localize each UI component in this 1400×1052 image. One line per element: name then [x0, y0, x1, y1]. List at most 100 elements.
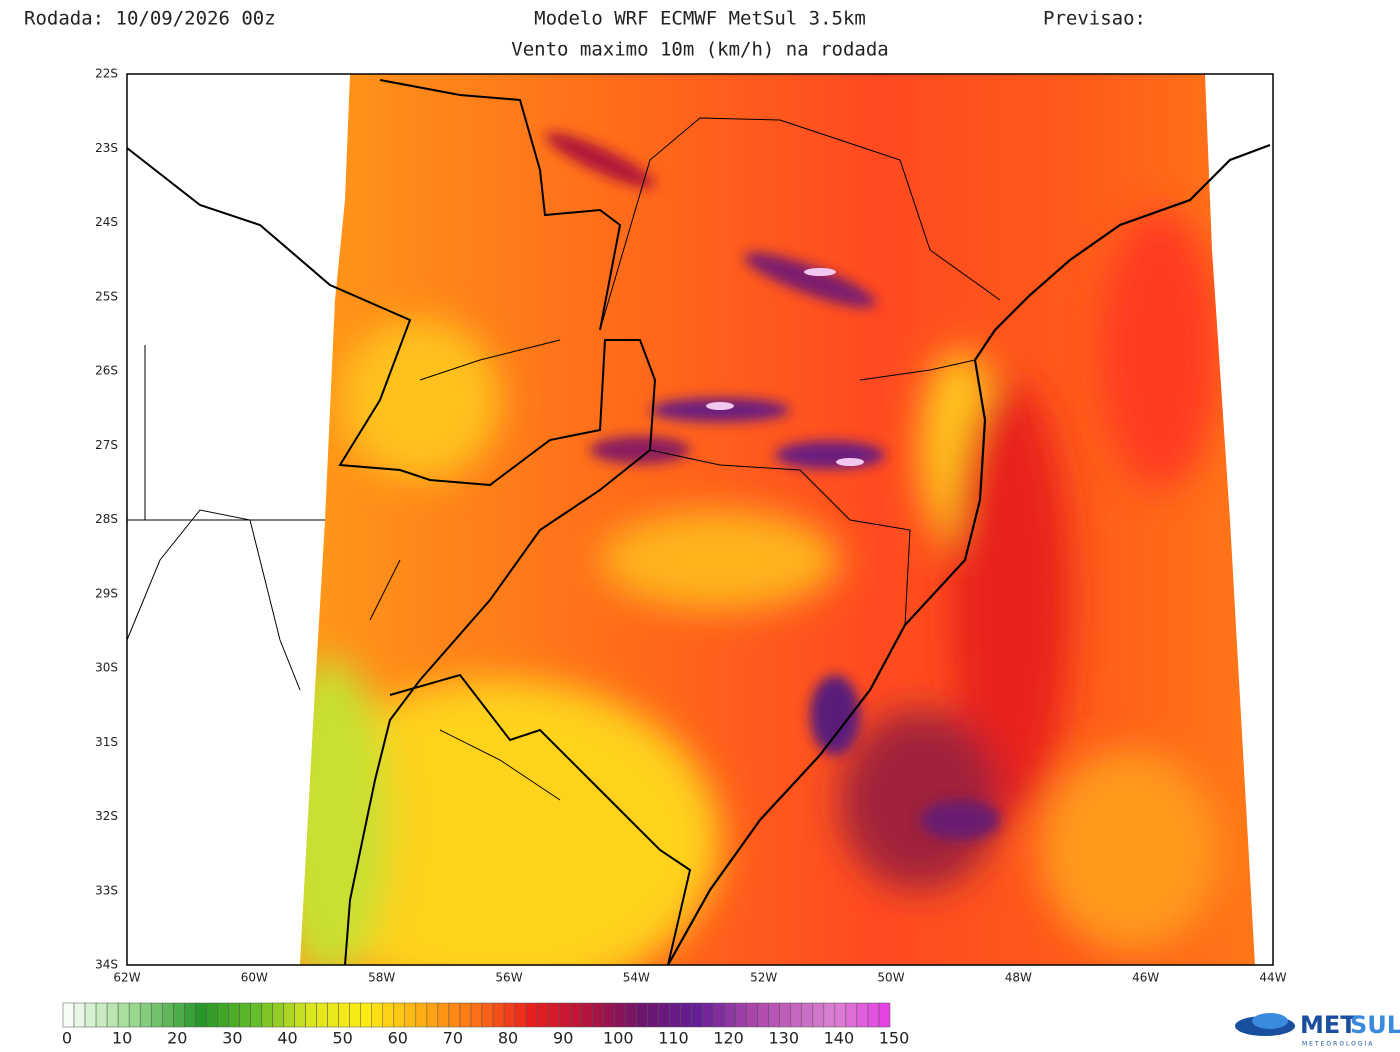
colorbar-swatch — [636, 1002, 648, 1028]
model-title: Modelo WRF ECMWF MetSul 3.5km — [534, 8, 866, 30]
colorbar-swatch — [569, 1002, 582, 1028]
colorbar-swatch — [161, 1002, 174, 1028]
colorbar-swatch — [206, 1002, 218, 1028]
lon-label: 60W — [241, 971, 268, 985]
axis-ticks: 22S23S24S25S26S27S28S29S30S31S32S33S34S6… — [95, 67, 1287, 985]
colorbar-label: 70 — [443, 1029, 463, 1048]
colorbar-label: 140 — [824, 1029, 855, 1048]
colorbar-swatch — [702, 1002, 714, 1028]
colorbar-swatch — [581, 1002, 593, 1028]
colorbar-label: 110 — [658, 1029, 689, 1048]
lon-label: 52W — [750, 971, 777, 985]
colorbar-swatch — [437, 1002, 450, 1028]
lon-label: 48W — [1005, 971, 1032, 985]
logo: MET SUL METEOROLOGIA — [1235, 1011, 1400, 1048]
colorbar-label: 30 — [222, 1029, 242, 1048]
colorbar-label: 60 — [388, 1029, 408, 1048]
colorbar-label: 20 — [167, 1029, 187, 1048]
colorbar-swatch — [625, 1002, 637, 1028]
colorbar-swatch — [272, 1002, 284, 1028]
colorbar-swatch — [228, 1002, 240, 1028]
colorbar-swatch — [95, 1002, 108, 1028]
colorbar-swatch — [713, 1002, 725, 1028]
lat-label: 31S — [95, 735, 118, 749]
colorbar-swatch — [592, 1002, 604, 1028]
lat-label: 33S — [95, 883, 118, 897]
colorbar-swatch — [514, 1002, 527, 1028]
colorbar-swatch — [184, 1002, 196, 1028]
colorbar-swatch — [250, 1002, 262, 1028]
wind-field — [300, 74, 1255, 965]
colorbar-swatch — [404, 1002, 417, 1028]
colorbar-swatch — [746, 1002, 758, 1028]
colorbar-swatch — [327, 1002, 339, 1028]
colorbar-label: 0 — [62, 1029, 72, 1048]
colorbar: 0 10 20 30 40 50 60 70 80 90 100 110 120 130 140 150 — [62, 1002, 910, 1048]
colorbar-swatch — [106, 1002, 119, 1028]
colorbar-swatch — [647, 1002, 659, 1028]
lon-label: 44W — [1259, 971, 1286, 985]
colorbar-swatch — [349, 1002, 361, 1028]
colorbar-swatch — [283, 1002, 295, 1028]
colorbar-swatch — [834, 1002, 847, 1028]
colorbar-swatch — [459, 1002, 472, 1028]
subtitle: Vento maximo 10m (km/h) na rodada — [511, 39, 889, 61]
colorbar-swatch — [558, 1002, 571, 1028]
colorbar-label: 10 — [112, 1029, 132, 1048]
colorbar-swatch — [492, 1002, 505, 1028]
lat-label: 24S — [95, 215, 118, 229]
colorbar-swatch — [84, 1002, 97, 1028]
boundaries — [126, 73, 1274, 966]
lon-label: 46W — [1132, 971, 1159, 985]
colorbar-swatch — [371, 1002, 384, 1028]
colorbar-swatch — [779, 1002, 792, 1028]
run-label: Rodada: 10/09/2026 00z — [24, 8, 276, 30]
colorbar-swatch — [669, 1002, 681, 1028]
colorbar-swatch — [239, 1002, 251, 1028]
colorbar-swatch — [195, 1002, 207, 1028]
colorbar-label: 90 — [553, 1029, 573, 1048]
colorbar-swatch — [547, 1002, 560, 1028]
colorbar-label: 80 — [498, 1029, 518, 1048]
lat-label: 22S — [95, 67, 118, 81]
colorbar-swatch — [481, 1002, 494, 1028]
colorbar-swatch — [724, 1002, 736, 1028]
colorbar-swatch — [503, 1002, 516, 1028]
colorbar-swatch — [790, 1002, 803, 1028]
lat-label: 28S — [95, 512, 118, 526]
colorbar-swatch — [470, 1002, 483, 1028]
colorbar-swatch — [117, 1002, 130, 1028]
colorbar-swatch — [217, 1002, 229, 1028]
colorbar-swatch — [878, 1002, 891, 1028]
lat-label: 30S — [95, 661, 118, 675]
lon-label: 62W — [113, 971, 140, 985]
colorbar-swatch — [360, 1002, 372, 1028]
logo-brand-b: SUL — [1350, 1011, 1400, 1039]
colorbar-swatch — [173, 1002, 185, 1028]
colorbar-swatch — [338, 1002, 350, 1028]
colorbar-swatch — [62, 1002, 75, 1028]
colorbar-swatch — [801, 1002, 814, 1028]
colorbar-swatch — [536, 1002, 549, 1028]
colorbar-swatch — [812, 1002, 825, 1028]
colorbar-swatch — [415, 1002, 428, 1028]
colorbar-swatch — [73, 1002, 86, 1028]
colorbar-swatch — [867, 1002, 880, 1028]
colorbar-swatch — [294, 1002, 306, 1028]
colorbar-label: 100 — [603, 1029, 634, 1048]
colorbar-swatch — [845, 1002, 858, 1028]
colorbar-swatch — [823, 1002, 836, 1028]
colorbar-swatch — [856, 1002, 869, 1028]
lon-label: 50W — [877, 971, 904, 985]
colorbar-label: 150 — [879, 1029, 910, 1048]
colorbar-label: 50 — [332, 1029, 352, 1048]
lon-label: 58W — [368, 971, 395, 985]
colorbar-swatch — [150, 1002, 163, 1028]
colorbar-swatch — [691, 1002, 703, 1028]
lon-label: 56W — [495, 971, 522, 985]
colorbar-swatch — [768, 1002, 780, 1028]
colorbar-label: 130 — [768, 1029, 799, 1048]
colorbar-swatch — [735, 1002, 747, 1028]
colorbar-swatch — [382, 1002, 395, 1028]
